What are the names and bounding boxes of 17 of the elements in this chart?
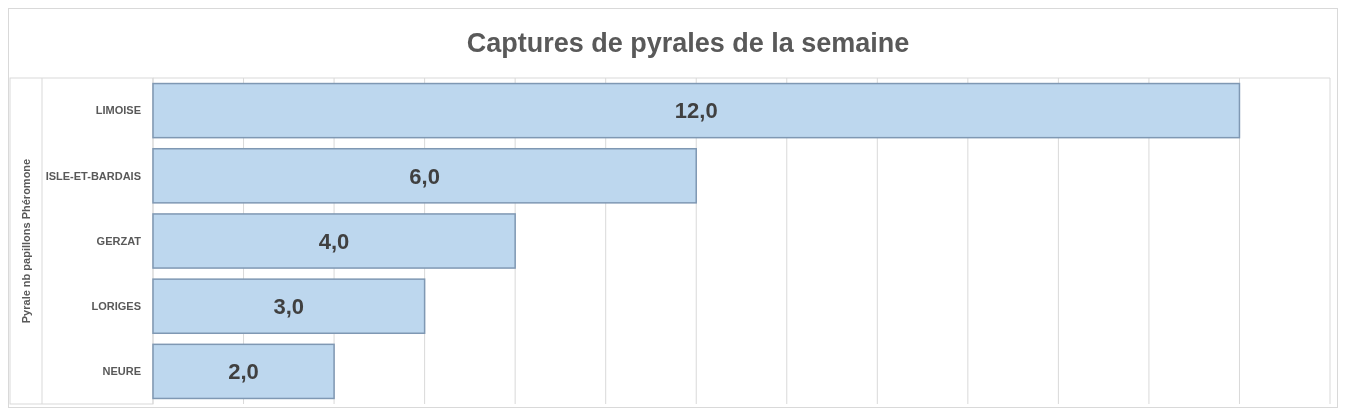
y-tick-label: GERZAT — [96, 234, 142, 247]
y-axis-title: Pyrale nb papillons Phéromone — [20, 158, 32, 324]
data-label: 2,0 — [228, 359, 259, 385]
bar — [152, 213, 516, 269]
chart-title: Captures de pyrales de la semaine — [466, 28, 910, 58]
y-tick-label: LIMOISE — [95, 104, 141, 117]
data-label: 4,0 — [318, 228, 350, 254]
y-tick-label: LORIGES — [91, 300, 141, 313]
data-label: 6,0 — [409, 163, 440, 189]
bar — [152, 278, 426, 335]
data-label: 12,0 — [674, 98, 718, 124]
y-tick-label: NEURE — [102, 365, 141, 378]
bar — [152, 82, 1241, 139]
bar — [152, 343, 335, 400]
y-tick-label: ISLE-ET-BARDAIS — [45, 169, 141, 182]
bar — [152, 147, 697, 204]
data-label: 3,0 — [273, 293, 305, 319]
